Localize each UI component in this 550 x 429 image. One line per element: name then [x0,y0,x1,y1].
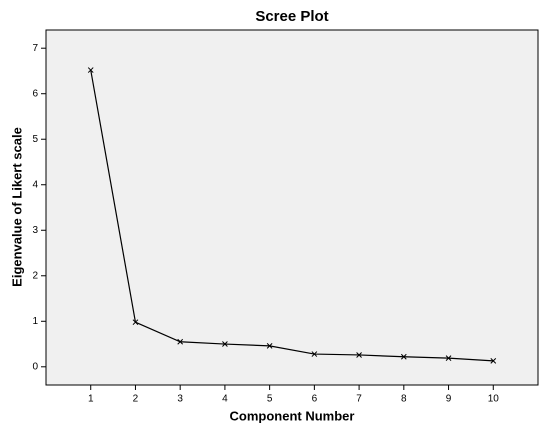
x-tick-label: 4 [222,394,228,405]
x-tick-label: 3 [177,394,183,405]
x-tick-label: 8 [401,394,407,405]
y-tick-label: 7 [32,43,38,54]
x-tick-label: 6 [312,394,318,405]
x-tick-label: 9 [446,394,452,405]
marker [266,343,273,349]
chart-title: Scree Plot [255,8,328,25]
x-tick-label: 1 [88,394,94,405]
marker [87,67,94,73]
y-axis-label: Eigenvalue of Likert scale [9,127,24,287]
y-tick-label: 5 [32,134,38,145]
x-tick-label: 10 [488,394,500,405]
x-tick-label: 7 [356,394,362,405]
plot-area [45,29,539,386]
y-tick-label: 2 [32,270,38,281]
x-axis-label: Component Number [230,408,355,423]
y-tick-label: 0 [32,361,38,372]
line [90,69,494,362]
x-tick-label: 2 [133,394,139,405]
marker [445,355,452,362]
marker [177,338,184,345]
y-tick-label: 3 [32,225,38,236]
x-tick-label: 5 [267,394,273,405]
y-tick-label: 6 [32,88,38,99]
marker [400,353,407,360]
y-tick-label: 1 [32,316,38,327]
y-tick-label: 4 [32,179,38,190]
marker [356,352,362,358]
marker [132,319,139,326]
marker [490,358,497,364]
marker [222,341,228,347]
marker [311,351,318,357]
